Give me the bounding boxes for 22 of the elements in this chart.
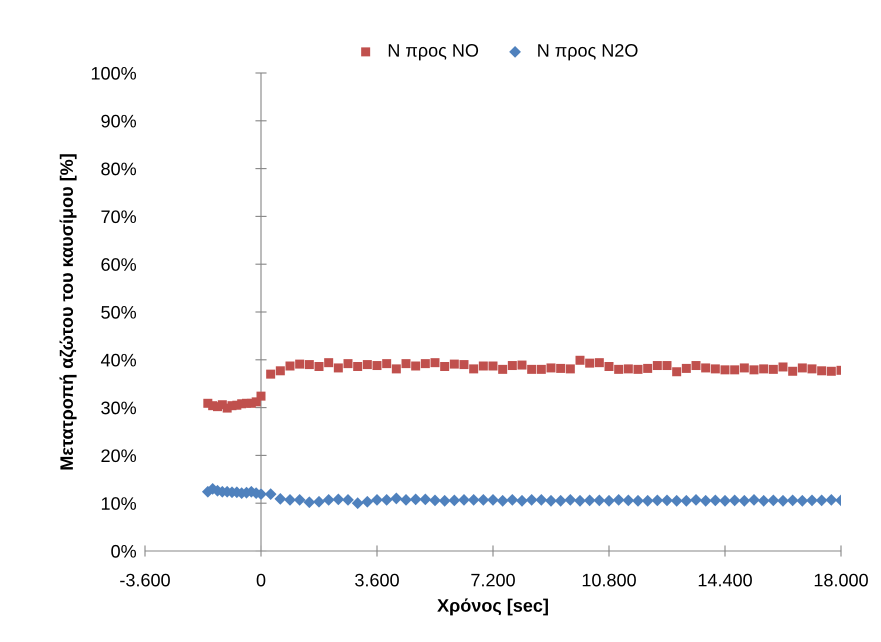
legend-label: N προς N2O <box>538 44 638 60</box>
y-axis-title: Μετατροπή αζώτου του καυσίμου [%] <box>60 154 77 470</box>
x-tick-label: -3.600 <box>120 574 170 586</box>
y-tick-label: 20% <box>101 449 136 462</box>
x-tick-label: 14.400 <box>698 574 752 586</box>
y-tick-label: 30% <box>101 402 136 414</box>
y-tick-label: 90% <box>101 114 136 128</box>
x-axis-title: Χρόνος [sec] <box>437 598 548 616</box>
y-tick-label: 100% <box>92 66 136 80</box>
y-tick-label: 80% <box>101 162 136 176</box>
y-tick-label: 0% <box>111 544 136 558</box>
x-tick-label: 7.200 <box>471 574 515 586</box>
x-tick-label: 0 <box>256 574 266 586</box>
x-tick-label: 3.600 <box>355 574 399 586</box>
y-tick-label: 50% <box>101 306 136 319</box>
y-tick-label: 40% <box>100 354 136 367</box>
x-tick-label: 18.000 <box>814 574 868 586</box>
y-tick-label: 10% <box>102 497 136 510</box>
legend-label: N προς NO <box>388 44 478 60</box>
y-tick-label: 70% <box>101 210 136 224</box>
x-tick-label: 10.800 <box>582 574 636 586</box>
y-tick-label: 60% <box>101 258 136 271</box>
